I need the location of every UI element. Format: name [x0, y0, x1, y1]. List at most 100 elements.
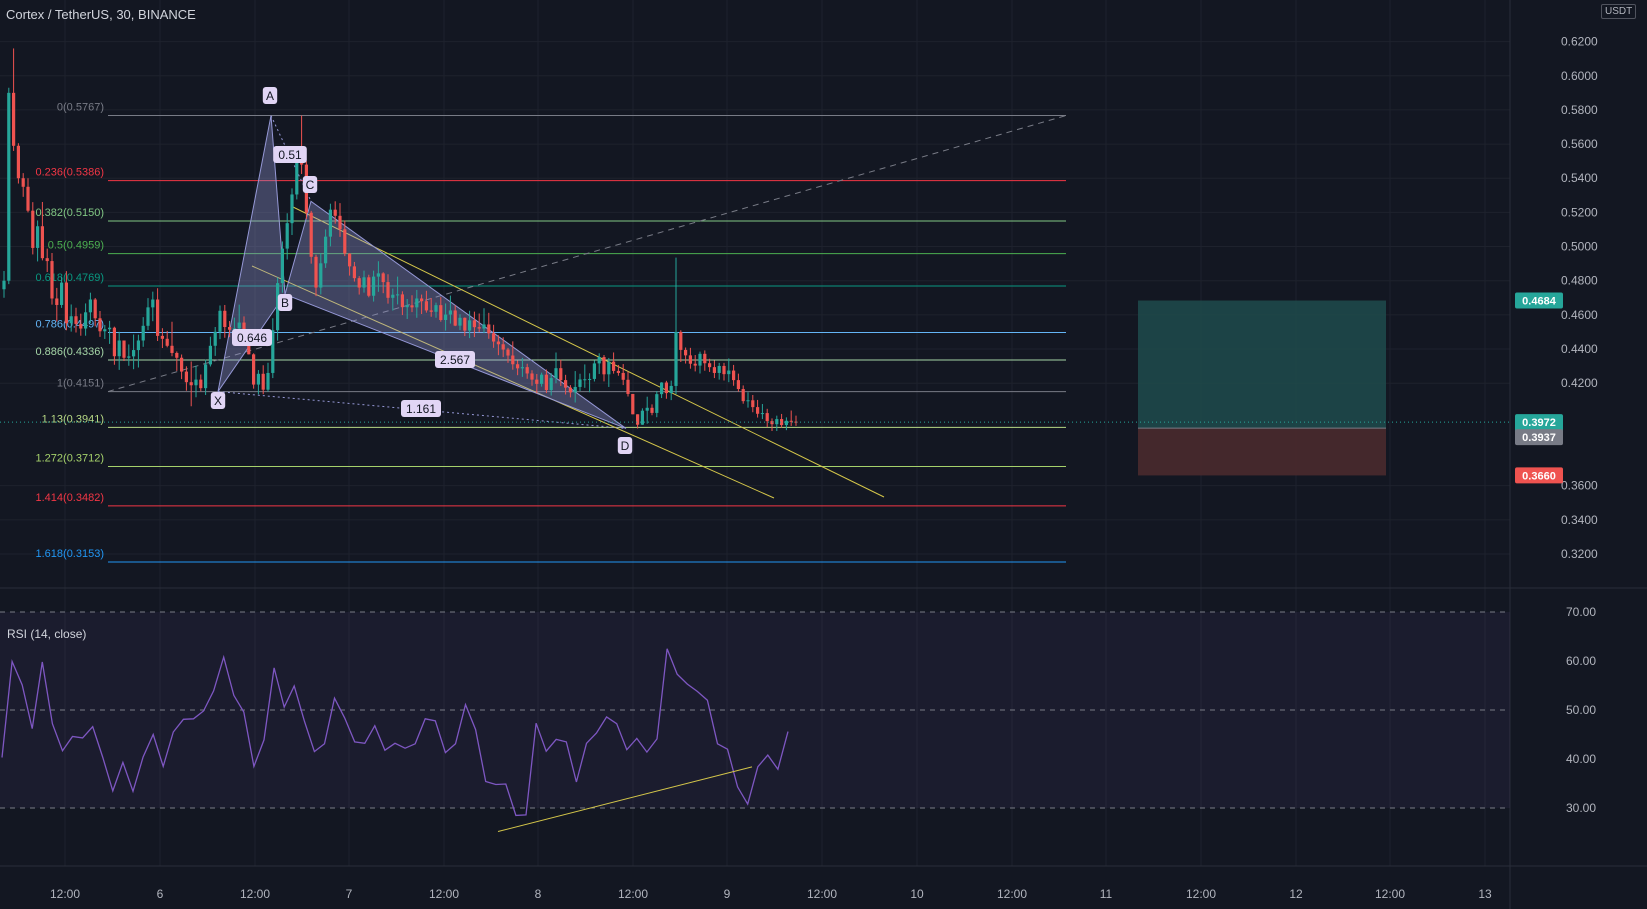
candle-body [756, 407, 760, 414]
candle-body [386, 282, 390, 298]
candle-body [597, 357, 601, 364]
candle-body [424, 301, 428, 311]
fib-level-label: 0.886(0.4336) [36, 346, 105, 358]
candle-body [482, 324, 486, 329]
point-label-a: A [266, 89, 274, 103]
candle-body [328, 209, 332, 237]
point-label-b-bg [277, 294, 293, 311]
candle-body [511, 355, 515, 365]
ratio-label: 2.567 [440, 353, 470, 367]
candle-body [69, 316, 73, 324]
candle-body [372, 276, 376, 296]
candle-body [348, 253, 352, 267]
point-label-x: X [214, 394, 222, 408]
symbol-interval: 30 [116, 7, 131, 22]
candle-body [660, 382, 664, 395]
candle-body [175, 352, 179, 358]
time-tick-label: 9 [724, 887, 731, 901]
candle-body [208, 345, 212, 365]
candle-body [640, 410, 644, 425]
candle-body [559, 368, 563, 381]
upper-trendline [290, 205, 885, 498]
candle-body [717, 365, 721, 373]
candle-body [712, 367, 716, 373]
price-tick-label: 0.5600 [1561, 137, 1598, 151]
candle-body [261, 373, 265, 390]
candle-body [448, 310, 452, 315]
candle-body [616, 370, 620, 373]
candle-body [194, 379, 198, 386]
candle-body [770, 421, 774, 425]
candle-body [568, 387, 572, 393]
candle-body [492, 333, 496, 342]
candle-body [463, 317, 467, 331]
candle-body [477, 327, 481, 329]
fib-level-label: 1.13(0.3941) [42, 413, 104, 425]
candle-body [496, 341, 500, 345]
candle-body [420, 298, 424, 302]
time-tick-label: 7 [346, 887, 353, 901]
candle-body [415, 298, 419, 308]
candle-body [775, 419, 779, 425]
currency-label[interactable]: USDT [1601, 4, 1637, 19]
candle-body [429, 310, 433, 312]
candle-body [36, 226, 40, 248]
candle-body [784, 420, 788, 426]
candle-body [151, 299, 155, 308]
target-zone [1138, 300, 1386, 429]
candle-body [636, 414, 640, 425]
candle-body [266, 372, 270, 390]
rsi-label[interactable]: RSI (14, close) [7, 627, 87, 641]
symbol-header[interactable]: Cortex / TetherUS, 30, BINANCE [6, 7, 196, 22]
candle-body [189, 382, 193, 386]
candle-body [180, 357, 184, 372]
candle-body [583, 379, 587, 381]
fib-level-label: 1(0.4151) [57, 378, 104, 390]
candle-body [381, 273, 385, 283]
time-tick-label: 12:00 [1186, 887, 1216, 901]
price-tick-label: 0.5800 [1561, 103, 1598, 117]
candle-body [60, 282, 64, 305]
candle-body [530, 373, 534, 380]
candle-body [453, 310, 457, 326]
long-position-tool[interactable] [1138, 300, 1386, 476]
candle-body [578, 379, 582, 387]
fib-level-label: 0.5(0.4959) [48, 240, 104, 252]
candle-body [592, 363, 596, 379]
candle-body [7, 92, 11, 281]
candle-body [160, 335, 164, 339]
candle-body [247, 340, 251, 355]
candle-body [170, 345, 174, 353]
candle-body [765, 413, 769, 422]
price-tick-label: 0.4800 [1561, 274, 1598, 288]
trendlines[interactable] [251, 205, 885, 499]
candle-body [506, 349, 510, 356]
price-tick-label: 0.3400 [1561, 513, 1598, 527]
price-tick-label: 0.4200 [1561, 376, 1598, 390]
candle-body [199, 379, 203, 389]
price-tick-label: 0.6200 [1561, 35, 1598, 49]
candle-body [55, 298, 59, 305]
harmonic-labels: X A B C D 0.51 0.646 2.567 1.161 [210, 87, 633, 454]
candle-body [271, 330, 275, 373]
point-label-c: C [306, 178, 315, 192]
fib-level-label: 0.618(0.4769) [36, 272, 105, 284]
candle-body [26, 186, 30, 211]
time-tick-label: 12:00 [1375, 887, 1405, 901]
candle-body [276, 283, 280, 331]
candle-body [607, 361, 611, 375]
stop-zone [1138, 428, 1386, 476]
candle-body [338, 215, 342, 230]
candle-body [223, 310, 227, 328]
time-tick-label: 11 [1100, 887, 1113, 901]
candle-body [444, 314, 448, 321]
candle-body [132, 350, 136, 357]
candle-body [314, 256, 318, 288]
candle-body [669, 385, 673, 394]
fib-retracement[interactable]: 0(0.5767) 0.236(0.5386) 0.382(0.5150) 0.5(0… [36, 102, 1067, 563]
candle-body [727, 370, 731, 375]
candle-body [156, 299, 160, 336]
candle-body [626, 379, 630, 394]
candle-body [544, 374, 548, 391]
